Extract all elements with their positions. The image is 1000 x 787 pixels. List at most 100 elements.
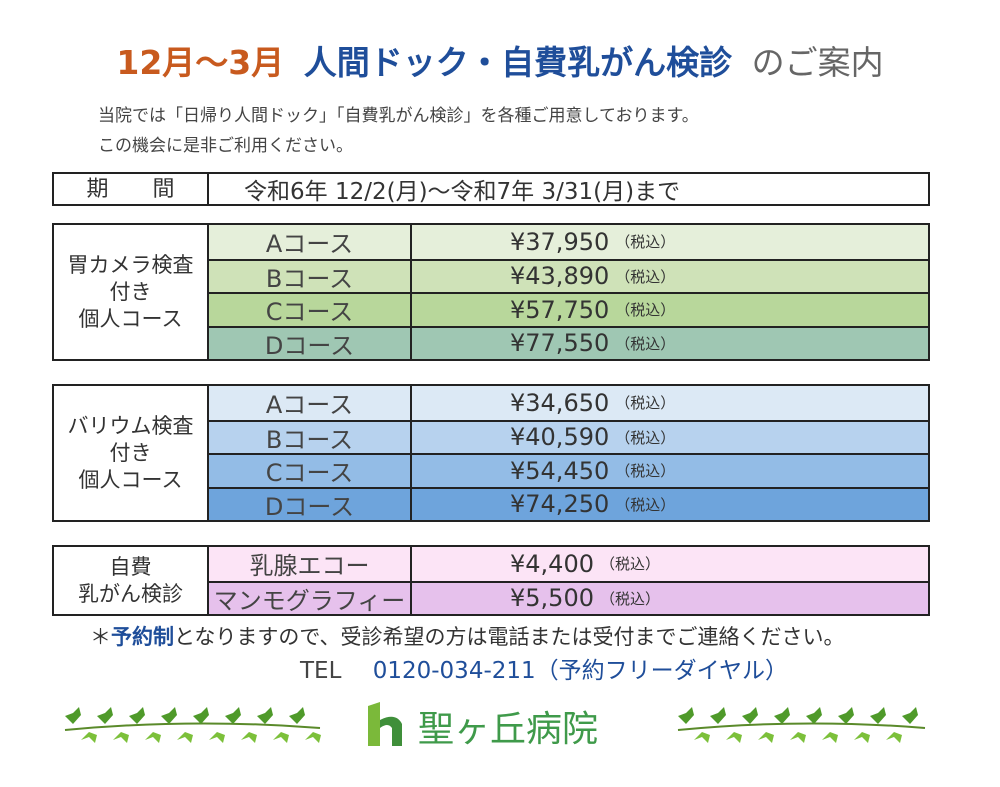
tel: TEL 0120-034-211（予約フリーダイヤル） <box>300 651 788 685</box>
group-label-line: バリウム検査 <box>67 413 194 438</box>
group-label: 胃カメラ検査 付き 個人コース <box>54 225 209 359</box>
tel-label: TEL <box>300 658 342 684</box>
tel-number: 0120-034-211（予約フリーダイヤル） <box>372 658 788 684</box>
group-label: 自費 乳がん検診 <box>54 547 209 614</box>
course-price: ¥37,950 （税込） <box>412 225 928 259</box>
vine-part <box>193 707 209 724</box>
course-name: Cコース <box>209 453 412 487</box>
intro-line: この機会に是非ご利用ください。 <box>98 136 353 156</box>
vine-part <box>161 707 177 724</box>
note: ＊予約制となりますので、受診希望の方は電話または受付までご連絡ください。 <box>90 621 845 651</box>
vine-part <box>64 722 321 731</box>
vine-part <box>65 707 81 724</box>
tax-note: （税込） <box>615 462 676 481</box>
tax-note: （税込） <box>615 301 676 320</box>
vine-part <box>97 707 113 724</box>
vine-part <box>902 707 918 724</box>
vine-part <box>838 707 854 724</box>
vine-part <box>129 707 145 724</box>
group-label-line: 個人コース <box>78 467 183 492</box>
vine-part <box>726 732 742 743</box>
course-name: Aコース <box>209 225 412 259</box>
title-suffix: のご案内 <box>751 43 884 82</box>
intro-line: 当院では「日帰り人間ドック」「自費乳がん検診」を各種ご用意しております。 <box>98 106 699 126</box>
price-value: ¥54,450 <box>510 456 610 485</box>
vine-part <box>209 732 225 743</box>
course-name: Bコース <box>209 258 412 293</box>
tax-note: （税込） <box>615 233 676 252</box>
group-label-line: 自費 <box>109 554 152 579</box>
group-label: バリウム検査 付き 個人コース <box>54 386 209 520</box>
vine-part <box>113 732 129 743</box>
course-price: ¥57,750 （税込） <box>412 292 928 326</box>
vine-part <box>225 707 241 724</box>
tax-note: （税込） <box>615 495 676 514</box>
price-value: ¥4,400 <box>510 549 594 578</box>
price-value: ¥77,550 <box>510 329 610 358</box>
price-table: 乳腺エコー ¥4,400 （税込） マンモグラフィー ¥5,500 （税込） 自費 乳がん検診 <box>52 545 930 616</box>
vine-part <box>241 732 257 743</box>
price-table: Aコース ¥34,650 （税込） Bコース ¥40,590 （税込） Cコース ¥54,45… <box>52 384 930 522</box>
course-price: ¥40,590 （税込） <box>412 419 928 453</box>
vine-part <box>758 732 774 743</box>
vine-part <box>145 732 161 743</box>
hospital-name: 聖ヶ丘病院 <box>418 709 599 750</box>
vine-part <box>742 707 758 724</box>
period-value: 令和6年 12/2(月)〜令和7年 3/31(月)まで <box>244 179 681 205</box>
vine-part <box>81 732 97 743</box>
price-value: ¥5,500 <box>510 584 594 613</box>
course-name: マンモグラフィー <box>209 580 412 615</box>
tax-note: （税込） <box>615 334 676 353</box>
tax-note: （税込） <box>615 394 676 413</box>
tax-note: （税込） <box>599 555 660 574</box>
price-table: Aコース ¥37,950 （税込） Bコース ¥43,890 （税込） Cコース ¥57,75… <box>52 223 930 361</box>
title-period: 12月〜3月 <box>116 43 285 82</box>
course-name: Bコース <box>209 419 412 454</box>
period-table: 期 間 令和6年 12/2(月)〜令和7年 3/31(月)まで <box>52 172 930 206</box>
group-label-line: 個人コース <box>78 306 183 331</box>
vine-part <box>774 707 790 724</box>
tax-note: （税込） <box>599 589 660 608</box>
price-value: ¥74,250 <box>510 490 610 519</box>
course-name: Dコース <box>209 325 412 360</box>
course-price: ¥4,400 （税込） <box>412 547 928 581</box>
note-mark: ＊ <box>90 625 111 649</box>
price-value: ¥43,890 <box>510 262 610 291</box>
price-value: ¥37,950 <box>510 227 610 256</box>
vine-decoration <box>64 707 926 743</box>
title-main: 人間ドック・自費乳がん検診 <box>303 43 733 82</box>
logo-icon <box>368 702 402 746</box>
course-name: 乳腺エコー <box>209 547 412 581</box>
vine-part <box>678 707 694 724</box>
course-name: Aコース <box>209 386 412 420</box>
price-value: ¥40,590 <box>510 423 610 452</box>
vine-part <box>854 732 870 743</box>
title: 12月〜3月 人間ドック・自費乳がん検診 のご案内 <box>0 36 1000 84</box>
vine-part <box>677 722 926 731</box>
group-label-line: 付き <box>109 279 152 304</box>
vine-part <box>694 732 710 743</box>
group-label-line: 乳がん検診 <box>78 581 183 606</box>
price-value: ¥57,750 <box>510 295 610 324</box>
course-price: ¥77,550 （税込） <box>412 325 928 359</box>
tax-note: （税込） <box>615 428 676 447</box>
vine-part <box>870 707 886 724</box>
course-name: Dコース <box>209 486 412 521</box>
vine-part <box>289 707 305 724</box>
vine-part <box>305 732 321 743</box>
course-price: ¥34,650 （税込） <box>412 386 928 420</box>
vine-part <box>273 732 289 743</box>
vine-part <box>710 707 726 724</box>
vine-part <box>822 732 838 743</box>
vine-part <box>177 732 193 743</box>
course-price: ¥43,890 （税込） <box>412 258 928 292</box>
course-name: Cコース <box>209 292 412 326</box>
note-highlight: 予約制 <box>111 625 174 649</box>
tax-note: （税込） <box>615 267 676 286</box>
note-text: となりますので、受診希望の方は電話または受付までご連絡ください。 <box>174 625 845 649</box>
group-label-line: 胃カメラ検査 <box>67 252 194 277</box>
vine-part <box>257 707 273 724</box>
vine-part <box>790 732 806 743</box>
group-label-line: 付き <box>109 440 152 465</box>
